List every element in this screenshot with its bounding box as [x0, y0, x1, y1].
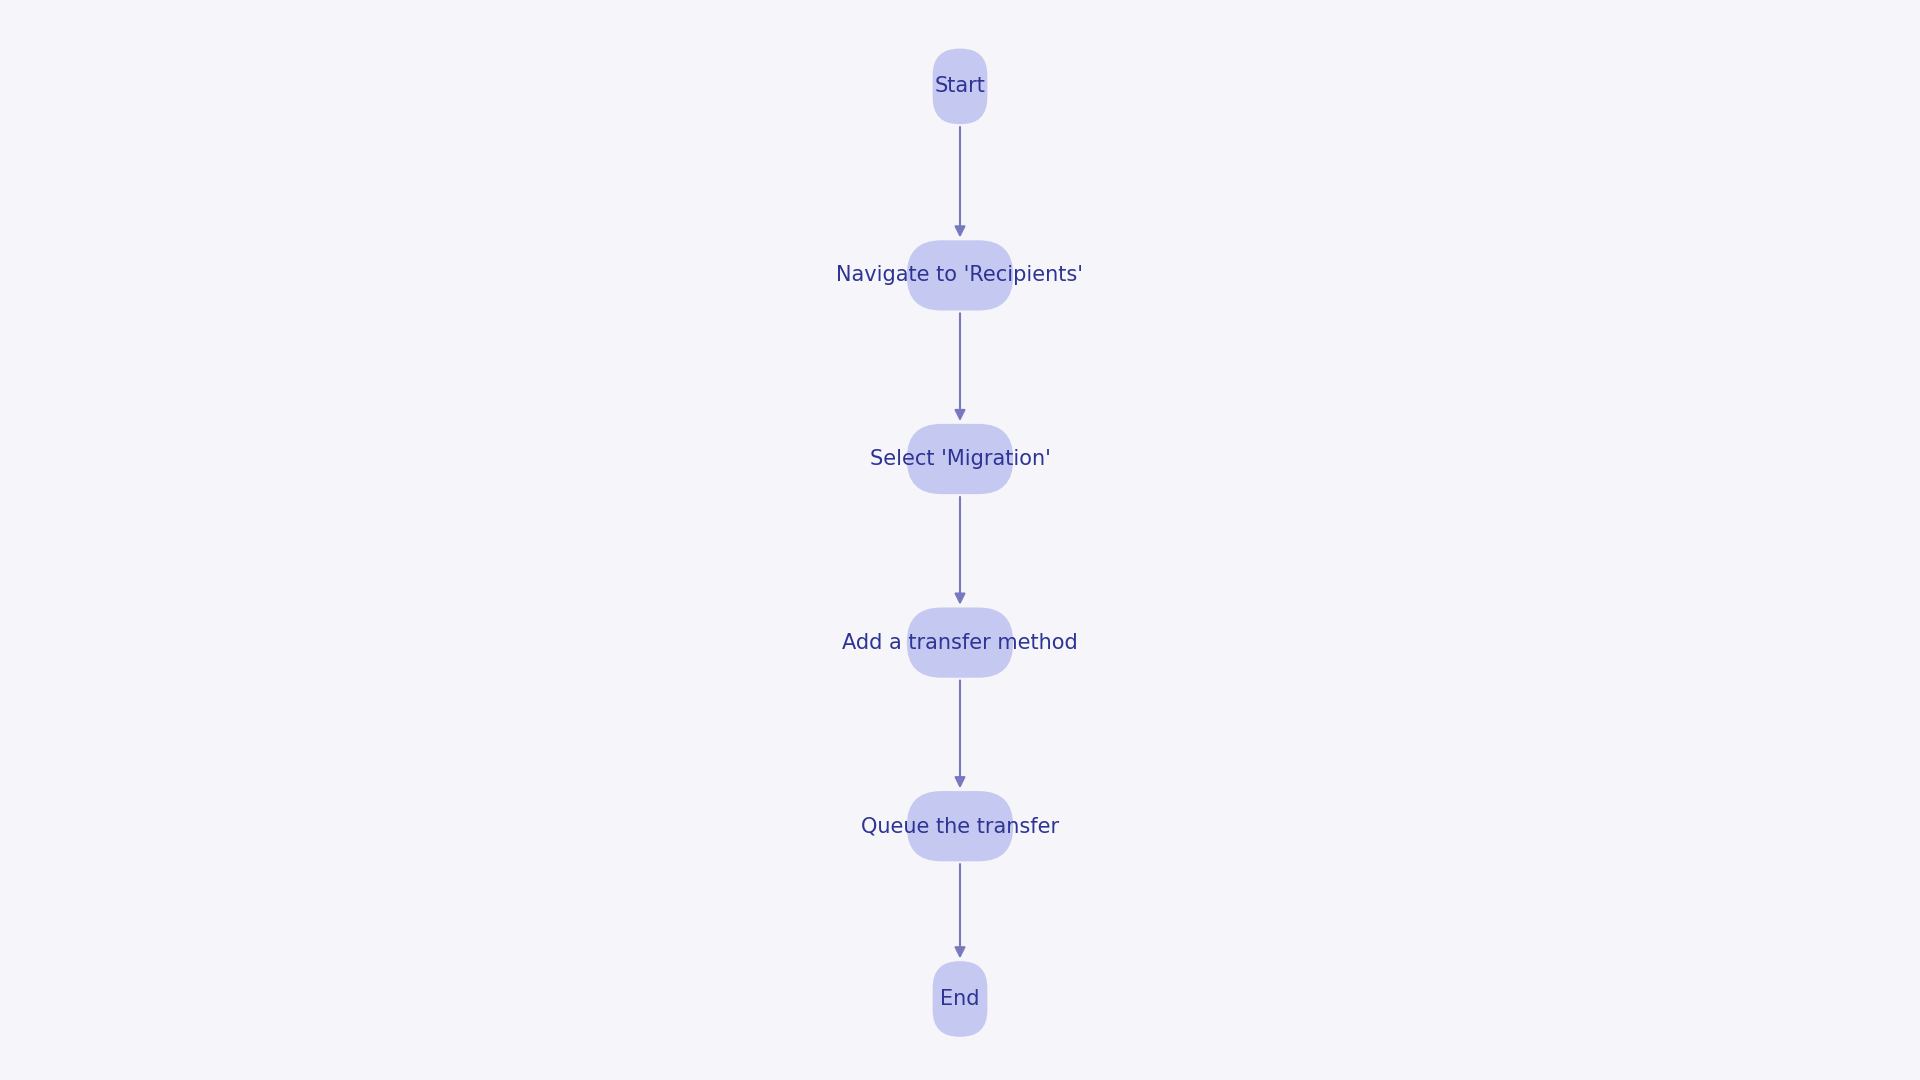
- FancyBboxPatch shape: [906, 424, 1014, 495]
- Text: Add a transfer method: Add a transfer method: [843, 633, 1077, 652]
- FancyBboxPatch shape: [933, 49, 987, 124]
- FancyBboxPatch shape: [906, 240, 1014, 311]
- Text: Queue the transfer: Queue the transfer: [860, 816, 1060, 836]
- FancyBboxPatch shape: [933, 961, 987, 1037]
- FancyBboxPatch shape: [906, 607, 1014, 678]
- Text: Start: Start: [935, 77, 985, 96]
- Text: Navigate to 'Recipients': Navigate to 'Recipients': [837, 266, 1083, 285]
- FancyBboxPatch shape: [906, 791, 1014, 862]
- Text: Select 'Migration': Select 'Migration': [870, 449, 1050, 469]
- Text: End: End: [941, 989, 979, 1009]
